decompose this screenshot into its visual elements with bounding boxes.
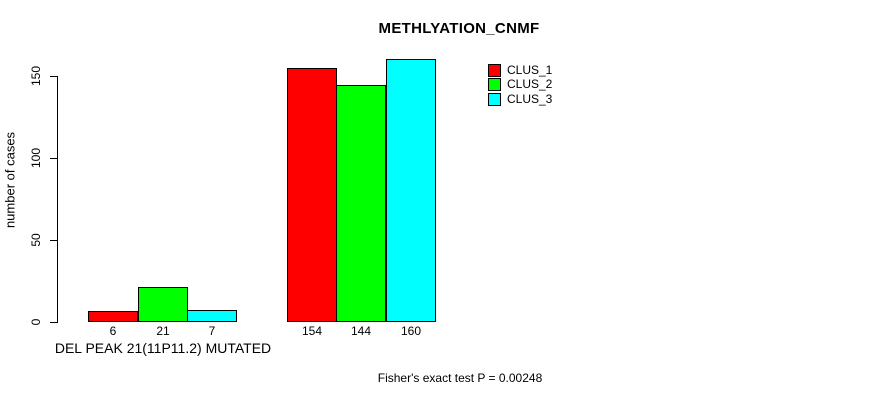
legend: CLUS_1 CLUS_2 CLUS_3 xyxy=(488,64,552,106)
y-axis-tick xyxy=(50,76,57,77)
bar-clus_3-group2 xyxy=(386,59,436,322)
bar-clus_1-group2 xyxy=(287,68,337,322)
y-axis-line xyxy=(57,76,58,323)
bar-value-label: 21 xyxy=(156,324,170,338)
bar-clus_2-group1 xyxy=(138,287,188,322)
legend-label: CLUS_2 xyxy=(507,77,553,92)
bar-clus_2-group2 xyxy=(336,85,386,322)
legend-label: CLUS_3 xyxy=(507,91,553,106)
y-axis-tick-label: 0 xyxy=(29,318,43,326)
bar-clus_1-group1 xyxy=(88,311,138,322)
legend-row-clus_1: CLUS_1 xyxy=(488,64,552,77)
bar-value-label: 144 xyxy=(350,324,372,338)
legend-label: CLUS_1 xyxy=(507,63,553,77)
y-axis-tick xyxy=(50,240,57,241)
legend-row-clus_3: CLUS_3 xyxy=(488,91,553,106)
y-axis-tick-label: 150 xyxy=(29,65,43,87)
fisher-test-annotation: Fisher's exact test P = 0.00248 xyxy=(377,371,543,385)
y-axis-tick xyxy=(50,322,57,323)
bar-value-label: 7 xyxy=(208,324,216,338)
y-axis-tick-label: 50 xyxy=(29,233,43,247)
bar-value-label: 160 xyxy=(400,324,422,338)
bar-clus_3-group1 xyxy=(187,310,237,322)
x-axis-label: DEL PEAK 21(11P11.2) MUTATED xyxy=(54,340,272,356)
y-axis-tick xyxy=(50,158,57,159)
legend-swatch-icon xyxy=(488,78,501,92)
bar-value-label: 6 xyxy=(109,324,117,338)
y-axis-label: number of cases xyxy=(2,131,18,229)
bar-value-label: 154 xyxy=(301,324,323,338)
chart-title: METHLYATION_CNMF xyxy=(378,20,540,37)
legend-swatch-icon xyxy=(488,64,501,77)
legend-swatch-icon xyxy=(488,92,501,106)
y-axis-tick-label: 100 xyxy=(29,147,43,169)
legend-row-clus_2: CLUS_2 xyxy=(488,77,553,92)
